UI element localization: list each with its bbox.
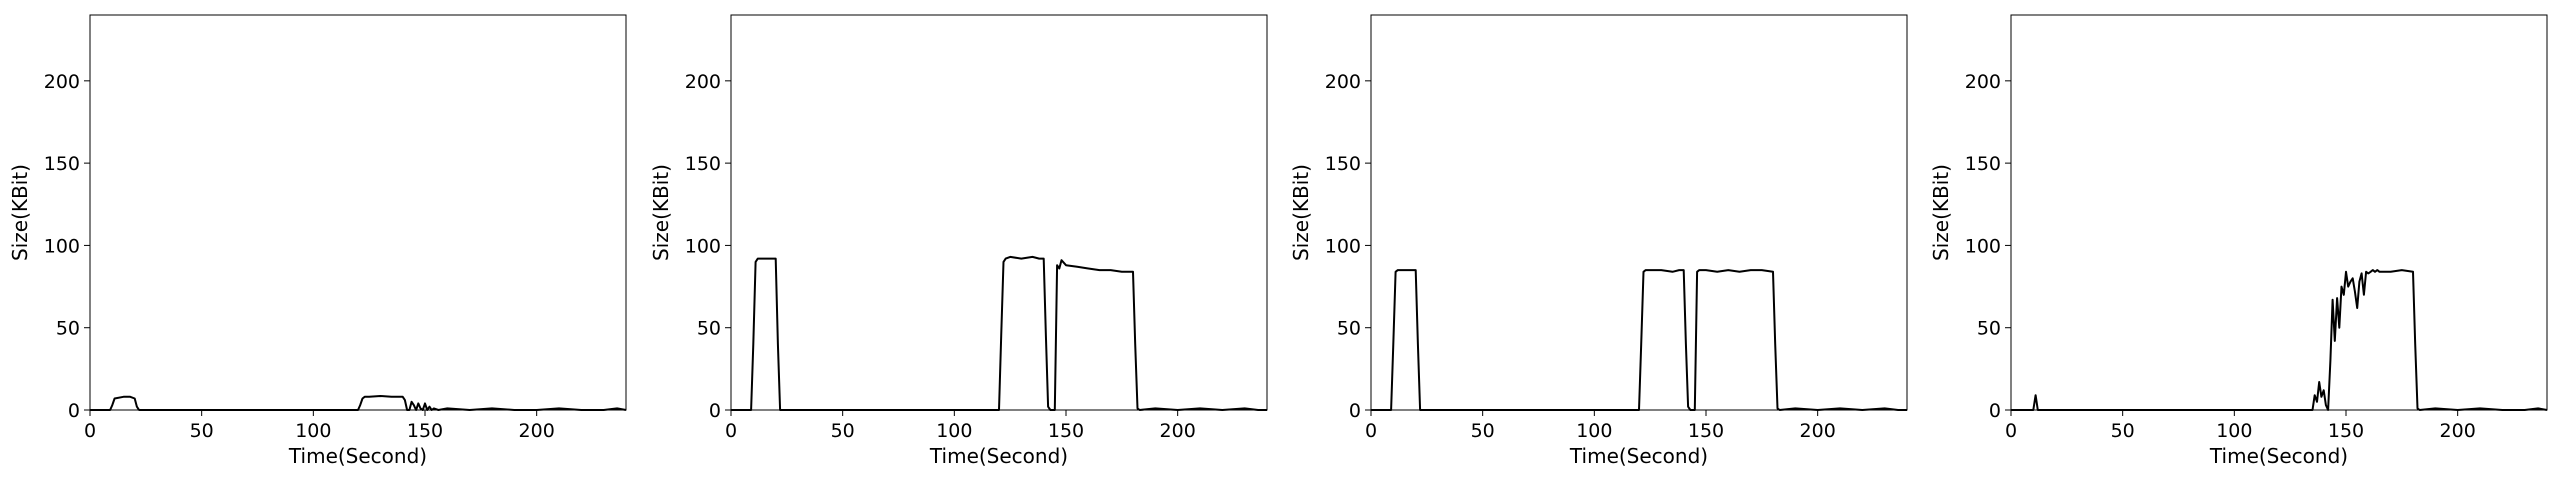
- chart-panel-3: 0 50 100 150 200 0 50 100 150 200 Time(Second) Size…: [1289, 14, 1908, 468]
- x-tick-label: 100: [2216, 420, 2252, 442]
- y-tick-label: 50: [1977, 318, 2001, 340]
- x-tick-label: 0: [84, 420, 96, 442]
- y-axis-label: Size(KBit): [649, 164, 673, 261]
- plot-area-frame: [730, 14, 1268, 411]
- y-tick-label: 100: [44, 235, 80, 257]
- x-tick-label: 200: [1160, 420, 1196, 442]
- y-tick-label: 100: [1325, 235, 1361, 257]
- x-tick-label: 150: [2328, 420, 2364, 442]
- y-tick-label: 150: [685, 153, 721, 175]
- x-tick-label: 200: [1800, 420, 1836, 442]
- y-tick-label: 100: [685, 235, 721, 257]
- x-tick-label: 200: [519, 420, 555, 442]
- x-axis-label: Time(Second): [2209, 444, 2348, 468]
- y-tick-label: 200: [1965, 71, 2001, 93]
- x-tick-label: 100: [936, 420, 972, 442]
- chart-panel-1: 0 50 100 150 200 0 50 100 150 200 Time(Second) Size…: [8, 14, 627, 468]
- y-tick-label: 50: [1337, 318, 1361, 340]
- x-axis-label: Time(Second): [288, 444, 427, 468]
- y-axis-label: Size(KBit): [1289, 164, 1313, 261]
- x-axis-label: Time(Second): [929, 444, 1068, 468]
- x-tick-label: 150: [1688, 420, 1724, 442]
- y-axis-label: Size(KBit): [8, 164, 32, 261]
- x-tick-label: 50: [190, 420, 214, 442]
- y-tick-label: 200: [44, 71, 80, 93]
- y-tick-label: 150: [1965, 153, 2001, 175]
- y-tick-label: 0: [1989, 400, 2001, 422]
- plot-area-frame: [2010, 14, 2548, 411]
- y-tick-label: 50: [697, 318, 721, 340]
- y-tick-label: 50: [56, 318, 80, 340]
- x-tick-label: 200: [2440, 420, 2476, 442]
- y-tick-label: 200: [685, 71, 721, 93]
- series-line-1: [731, 255, 1267, 411]
- y-tick-label: 100: [1965, 235, 2001, 257]
- x-tick-label: 150: [1048, 420, 1084, 442]
- series-line-1: [2011, 269, 2548, 411]
- x-tick-label: 50: [1471, 420, 1495, 442]
- x-tick-label: 50: [831, 420, 855, 442]
- x-tick-label: 100: [1576, 420, 1612, 442]
- x-tick-label: 0: [2005, 420, 2017, 442]
- x-tick-label: 150: [407, 420, 443, 442]
- chart-panel-4: 0 50 100 150 200 0 50 100 150 200 Time(Second) Size…: [1929, 14, 2548, 468]
- y-tick-label: 150: [44, 153, 80, 175]
- plot-area-frame: [1370, 14, 1908, 411]
- plot-area-frame: [89, 14, 627, 411]
- x-tick-label: 0: [725, 420, 737, 442]
- series-line-1: [90, 395, 627, 411]
- y-tick-label: 200: [1325, 71, 1361, 93]
- x-tick-label: 100: [295, 420, 331, 442]
- x-tick-label: 0: [1365, 420, 1377, 442]
- y-tick-label: 0: [709, 400, 721, 422]
- series-line-1: [1371, 269, 1907, 411]
- y-tick-label: 0: [1349, 400, 1361, 422]
- y-axis-label: Size(KBit): [1929, 164, 1953, 261]
- chart-panel-2: 0 50 100 150 200 0 50 100 150 200 Time(Second) Size…: [649, 14, 1268, 468]
- y-tick-label: 150: [1325, 153, 1361, 175]
- y-tick-label: 0: [68, 400, 80, 422]
- x-axis-label: Time(Second): [1569, 444, 1708, 468]
- x-tick-label: 50: [2111, 420, 2135, 442]
